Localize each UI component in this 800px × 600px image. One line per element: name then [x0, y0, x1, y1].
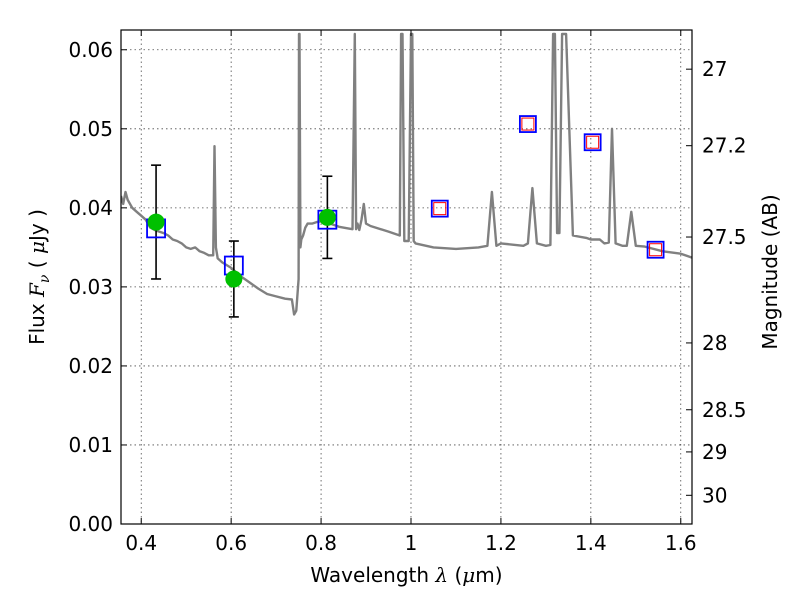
x-tick-label: 1.6: [665, 531, 697, 555]
y-axis-label: Flux Fν ( μJy ): [25, 209, 53, 345]
plot-clipped: [121, 32, 692, 318]
observed-point: [225, 270, 243, 288]
y2-tick-label: 27.5: [702, 225, 747, 249]
x-tick-label: 0.6: [215, 531, 247, 555]
x-tick-label: 1: [405, 531, 418, 555]
model-square: [518, 115, 537, 133]
y-tick-label: 0.02: [68, 354, 113, 378]
y-tick-label: 0.03: [68, 275, 113, 299]
y-tick-label: 0.05: [68, 117, 113, 141]
y-tick-label: 0.00: [68, 512, 113, 536]
y2-tick-label: 28.5: [702, 398, 747, 422]
y2-axis-label: Magnitude (AB): [758, 194, 782, 349]
model-inner-square: [521, 117, 535, 131]
model-square: [646, 240, 665, 259]
model-square: [430, 199, 449, 218]
model-inner-square: [433, 202, 447, 216]
y2-tick-label: 29: [702, 440, 727, 464]
model-inner-square: [649, 243, 663, 257]
grid: [121, 30, 692, 524]
y-tick-label: 0.01: [68, 433, 113, 457]
x-tick-label: 1.2: [485, 531, 517, 555]
template-sed-line: [121, 32, 692, 316]
y2-tick-label: 28: [702, 331, 727, 355]
plot-area: [121, 32, 692, 318]
y2-tick-label: 27: [702, 57, 727, 81]
observed-point: [318, 208, 336, 226]
plot-frame: [120, 29, 693, 525]
model-inner-square: [586, 135, 600, 149]
x-tick-label: 0.8: [305, 531, 337, 555]
x-tick-label: 1.4: [575, 531, 607, 555]
y2-tick-label: 30: [702, 483, 727, 507]
observed-point: [147, 213, 165, 231]
y-tick-label: 0.04: [68, 196, 113, 220]
y-tick-label: 0.06: [68, 38, 113, 62]
x-axis-label: Wavelength λ (μm): [310, 563, 502, 587]
x-tick-label: 0.4: [125, 531, 157, 555]
model-square: [583, 133, 602, 152]
y2-tick-label: 27.2: [702, 134, 747, 158]
axis-ticks: 0.4 0.6 0.8 1 1.2 1.4 1.6 0.00 0.01 0.02 0.03 0.04 0…: [68, 30, 747, 555]
